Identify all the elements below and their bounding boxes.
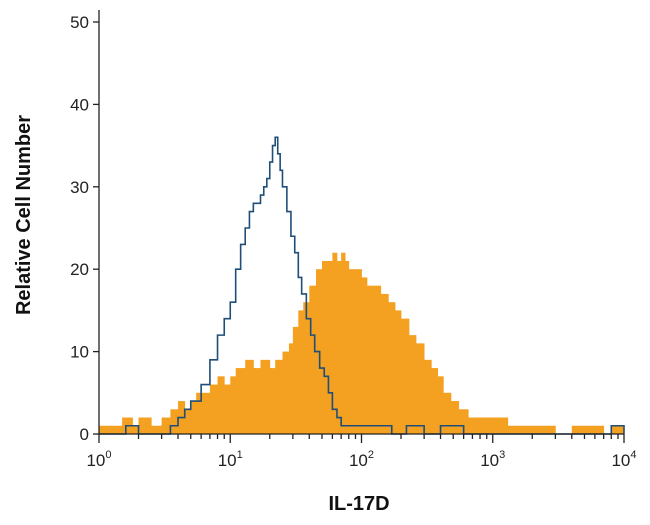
histogram-bar xyxy=(431,368,438,434)
histogram-bar xyxy=(415,343,425,434)
histogram-bar xyxy=(408,335,417,434)
histogram-bar xyxy=(617,425,625,434)
histogram-bar xyxy=(336,260,342,434)
histogram-bar xyxy=(332,252,338,434)
histogram-bar xyxy=(288,343,294,434)
filled-histogram-series xyxy=(99,252,625,434)
histogram-bar xyxy=(245,359,254,434)
histogram-bar xyxy=(492,417,509,434)
y-axis-title: Relative Cell Number xyxy=(13,115,35,315)
histogram-bar xyxy=(468,417,481,434)
histogram-bar xyxy=(260,359,271,434)
histogram-bar xyxy=(138,417,152,434)
y-tick-label: 30 xyxy=(70,178,89,197)
histogram-bar xyxy=(196,392,202,434)
histogram-bar xyxy=(321,260,328,434)
histogram-bar xyxy=(571,425,585,434)
x-tick-label: 104 xyxy=(611,449,636,470)
histogram-bar xyxy=(380,293,389,434)
histogram-bar xyxy=(151,425,163,434)
histogram-bar xyxy=(395,310,402,434)
y-axis: 0 10 20 30 40 50 xyxy=(70,10,100,444)
x-axis-title: IL-17D xyxy=(328,493,389,515)
y-tick-label: 50 xyxy=(70,13,89,32)
histogram-bar xyxy=(594,425,605,434)
histogram-bar xyxy=(282,351,290,434)
histogram-bar xyxy=(190,401,197,434)
histogram-bar xyxy=(345,260,350,434)
histogram-bar xyxy=(361,277,368,434)
histogram-bar xyxy=(269,368,276,434)
histogram-bar xyxy=(424,359,432,434)
histogram-bar xyxy=(292,326,299,434)
histogram-bar xyxy=(230,376,237,434)
histogram-bar xyxy=(507,425,524,434)
histogram-bar xyxy=(275,359,283,434)
histogram-bar xyxy=(522,425,539,434)
histogram-bar xyxy=(303,302,310,434)
x-tick-label: 102 xyxy=(349,449,374,470)
plot-area xyxy=(99,136,625,435)
histogram-bar xyxy=(366,285,375,434)
histogram-bar xyxy=(537,425,556,434)
histogram-bar xyxy=(450,401,460,434)
y-tick-label: 10 xyxy=(70,343,89,362)
histogram-bar xyxy=(374,285,382,434)
histogram-bar xyxy=(201,392,211,434)
histogram-bar xyxy=(443,392,452,434)
y-tick-label: 40 xyxy=(70,95,89,114)
histogram-bar xyxy=(401,318,410,434)
histogram-bar xyxy=(253,368,261,434)
histogram-bar xyxy=(458,409,469,434)
histogram-bar xyxy=(348,269,356,434)
histogram-bar xyxy=(132,425,139,434)
histogram-bar xyxy=(209,384,218,434)
x-tick-label: 103 xyxy=(480,449,505,470)
histogram-bar xyxy=(584,425,596,434)
histogram-bar xyxy=(309,285,317,434)
x-tick-label: 100 xyxy=(86,449,111,470)
histogram-bar xyxy=(341,252,346,434)
histogram-bar xyxy=(184,409,192,434)
y-tick-label: 0 xyxy=(80,425,89,444)
histogram-bar xyxy=(161,417,171,434)
histogram-bar xyxy=(217,376,225,434)
histogram-bar xyxy=(480,417,494,434)
histogram-bar xyxy=(327,260,333,434)
histogram-bar xyxy=(355,269,362,434)
histogram-bar xyxy=(611,425,619,434)
x-tick-label: 101 xyxy=(218,449,243,470)
y-tick-label: 20 xyxy=(70,260,89,279)
histogram-bar xyxy=(224,384,231,434)
histogram-bar xyxy=(235,368,246,434)
histogram-bar xyxy=(298,310,304,434)
histogram-bar xyxy=(388,302,396,434)
outline-histogram-series xyxy=(99,136,625,435)
x-axis: 100 101 102 103 104 xyxy=(86,433,637,470)
histogram-bar xyxy=(170,409,179,434)
histogram-bar xyxy=(437,376,444,434)
histogram-bar xyxy=(99,425,123,434)
